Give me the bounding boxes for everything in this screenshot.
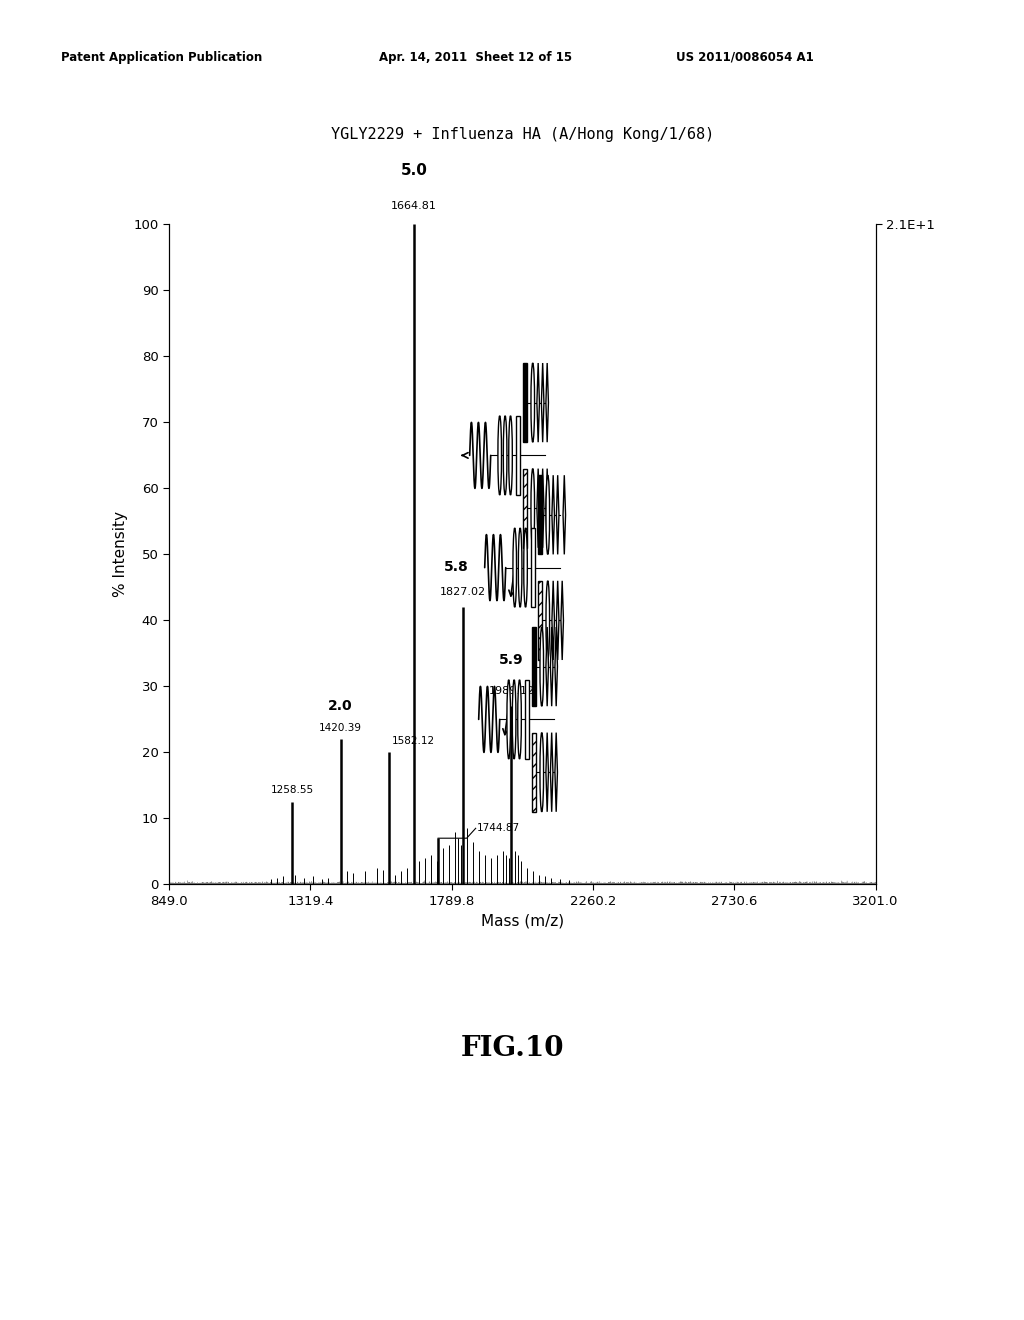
Text: FIG.10: FIG.10 [460, 1035, 564, 1063]
Text: 1664.81: 1664.81 [391, 201, 437, 211]
Polygon shape [556, 475, 559, 554]
Circle shape [518, 528, 522, 607]
Bar [539, 581, 542, 660]
Text: 2.0: 2.0 [329, 698, 353, 713]
Text: 5.0: 5.0 [400, 164, 427, 178]
Text: 1989.12: 1989.12 [488, 686, 535, 697]
Bar [523, 363, 527, 442]
Polygon shape [542, 469, 544, 548]
Circle shape [540, 733, 544, 812]
Text: 1744.87: 1744.87 [477, 824, 520, 833]
Polygon shape [551, 733, 553, 812]
Polygon shape [546, 733, 549, 812]
Polygon shape [542, 363, 544, 442]
Bar [531, 528, 535, 607]
Circle shape [546, 581, 550, 660]
Polygon shape [551, 627, 553, 706]
Bar [516, 416, 519, 495]
Polygon shape [556, 581, 559, 660]
Circle shape [531, 363, 535, 442]
Polygon shape [555, 733, 557, 812]
Circle shape [531, 469, 535, 548]
Text: 1827.02: 1827.02 [439, 587, 485, 597]
Circle shape [546, 475, 550, 554]
Circle shape [513, 528, 516, 607]
Text: 5.8: 5.8 [443, 560, 469, 574]
Text: Patent Application Publication: Patent Application Publication [61, 50, 263, 63]
Circle shape [512, 680, 516, 759]
Text: 5.9: 5.9 [499, 652, 523, 667]
Bar [523, 469, 527, 548]
Polygon shape [537, 469, 540, 548]
Polygon shape [537, 363, 540, 442]
Circle shape [498, 416, 502, 495]
Circle shape [509, 416, 512, 495]
Text: US 2011/0086054 A1: US 2011/0086054 A1 [676, 50, 814, 63]
Text: 1258.55: 1258.55 [270, 785, 313, 795]
Y-axis label: % Intensity: % Intensity [113, 511, 128, 598]
X-axis label: Mass (m/z): Mass (m/z) [480, 913, 564, 928]
Polygon shape [561, 581, 563, 660]
Polygon shape [546, 627, 549, 706]
Polygon shape [546, 469, 549, 548]
Circle shape [518, 680, 521, 759]
Text: YGLY2229 + Influenza HA (A/Hong Kong/1/68): YGLY2229 + Influenza HA (A/Hong Kong/1/6… [331, 127, 714, 141]
Circle shape [540, 627, 544, 706]
Circle shape [507, 680, 511, 759]
Polygon shape [546, 363, 549, 442]
Text: 1420.39: 1420.39 [319, 722, 362, 733]
Bar [532, 627, 536, 706]
Text: Apr. 14, 2011  Sheet 12 of 15: Apr. 14, 2011 Sheet 12 of 15 [379, 50, 572, 63]
Circle shape [504, 416, 507, 495]
Polygon shape [552, 475, 554, 554]
Polygon shape [555, 627, 557, 706]
Text: 1582.12: 1582.12 [391, 735, 434, 746]
Polygon shape [552, 581, 554, 660]
Bar [525, 680, 528, 759]
Polygon shape [563, 475, 565, 554]
Bar [539, 475, 542, 554]
Bar [532, 733, 536, 812]
Circle shape [523, 528, 527, 607]
